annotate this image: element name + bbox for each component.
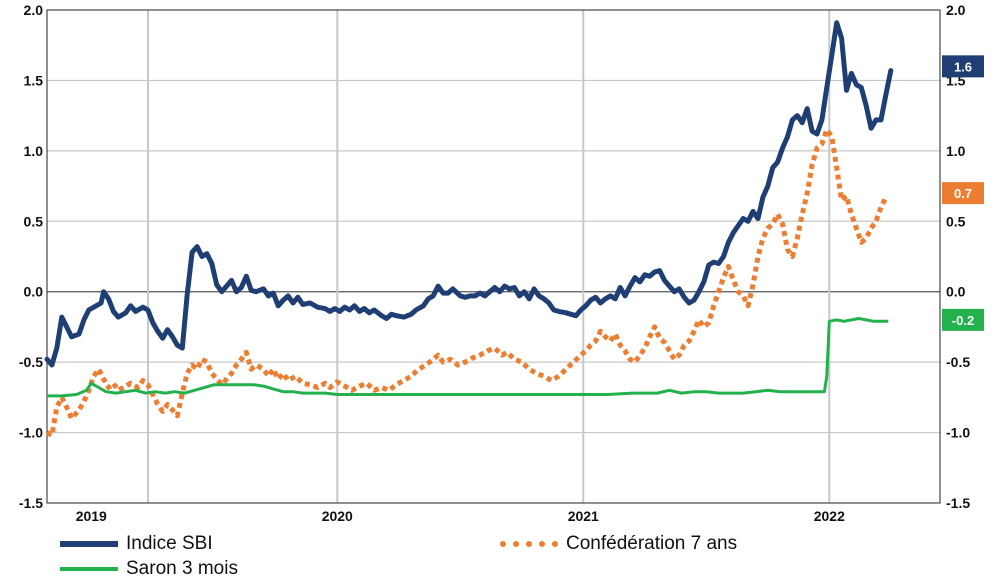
x-tick-label: 2021 [568, 508, 599, 524]
end-value-label: -0.2 [952, 313, 974, 328]
legend-swatch-indice-sbi [60, 541, 118, 547]
x-tick-label: 2020 [322, 508, 353, 524]
series-line-indice-sbi [44, 20, 894, 368]
y-tick-label-right: 0.0 [946, 284, 966, 300]
y-tick-label-right: -0.5 [946, 354, 970, 370]
y-tick-label-right: -1.5 [946, 495, 970, 511]
series-layer [44, 20, 894, 438]
y-tick-label-left: -0.5 [19, 354, 43, 370]
end-value-badge [942, 308, 984, 331]
plot-frame [46, 9, 941, 504]
legend-item-indice-sbi: Indice SBI [60, 533, 213, 555]
legend-label-confederation-7-ans: Confédération 7 ans [566, 533, 738, 554]
y-tick-label-left: 0.0 [24, 284, 44, 300]
y-tick-label-right: -1.0 [946, 425, 970, 441]
y-tick-label-left: 2.0 [24, 2, 44, 18]
series-line-saron-3-mois [47, 317, 889, 398]
legend-swatch-saron-3-mois [60, 567, 118, 571]
legend-label-indice-sbi: Indice SBI [126, 533, 213, 554]
axis-layer [46, 9, 941, 504]
x-tick-label: 2022 [814, 508, 845, 524]
legend-label-saron-3-mois: Saron 3 mois [126, 558, 238, 579]
y-tick-label-left: 1.5 [24, 72, 44, 88]
end-value-label: 0.7 [954, 186, 972, 201]
x-tick-label: 2019 [76, 508, 107, 524]
y-tick-label-right: 0.5 [946, 213, 966, 229]
legend-item-saron-3-mois: Saron 3 mois [60, 558, 238, 580]
y-tick-label-right: 1.0 [946, 143, 966, 159]
legend-item-confederation-7-ans: Confédération 7 ans [500, 533, 737, 555]
y-tick-label-right: 2.0 [946, 2, 966, 18]
y-tick-label-left: 0.5 [24, 213, 44, 229]
legend-swatch-confederation-7-ans [500, 541, 558, 547]
label-layer: 2.01.51.00.50.0-0.5-1.0-1.52.01.51.00.50… [19, 2, 984, 524]
end-value-label: 1.6 [954, 59, 972, 74]
y-tick-label-left: -1.0 [19, 425, 43, 441]
grid-layer [47, 10, 940, 503]
y-tick-label-left: 1.0 [24, 143, 44, 159]
series-line-confederation-7-ans [45, 127, 889, 438]
end-value-badge [942, 55, 984, 78]
y-tick-label-left: -1.5 [19, 495, 43, 511]
end-value-badge [942, 182, 984, 205]
